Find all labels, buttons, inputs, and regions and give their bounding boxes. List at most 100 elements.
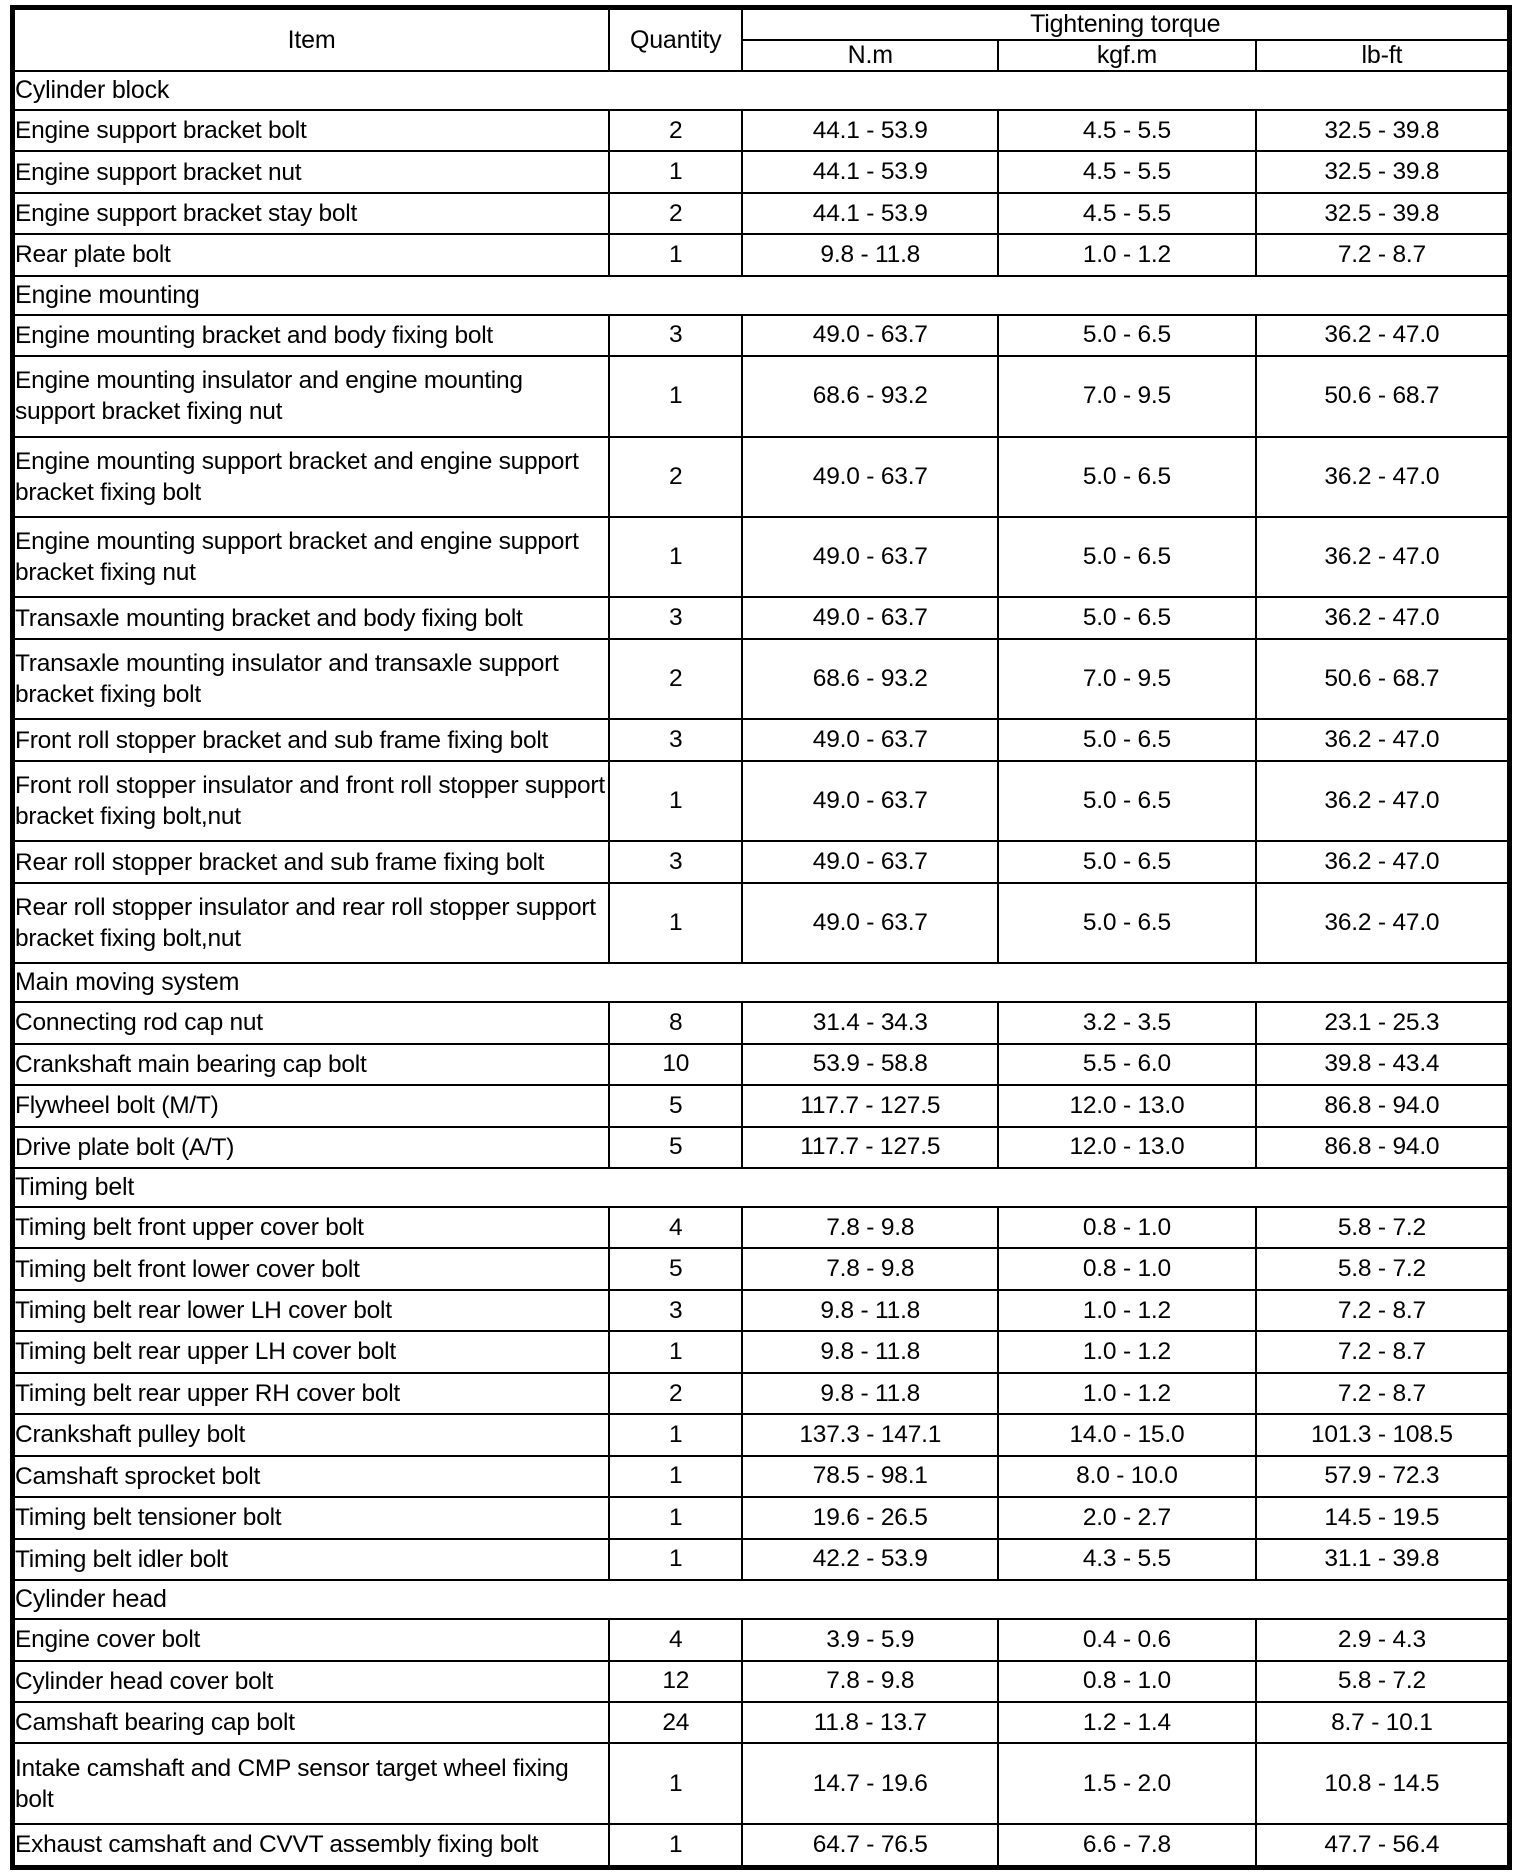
cell-torque-nm: 19.6 - 26.5 [741, 1496, 1000, 1540]
cell-item: Timing belt idler bolt [11, 1537, 611, 1582]
table-row: Intake camshaft and CMP sensor target wh… [11, 1742, 1511, 1825]
cell-item: Flywheel bolt (M/T) [11, 1084, 611, 1128]
table-row: Crankshaft main bearing cap bolt 10 53.9 -… [11, 1042, 1511, 1087]
cell-torque-nm: 117.7 - 127.5 [741, 1125, 1000, 1170]
cell-torque-lbft: 36.2 - 47.0 [1254, 840, 1511, 884]
cell-item: Exhaust camshaft and CVVT assembly fixin… [11, 1822, 611, 1869]
table-row: Engine support bracket stay bolt 2 44.1 - … [11, 191, 1511, 236]
cell-item: Front roll stopper insulator and front r… [11, 759, 611, 843]
cell-torque-kgfm: 5.0 - 6.5 [997, 718, 1257, 762]
cell-torque-kgfm: 0.8 - 1.0 [997, 1659, 1257, 1704]
cell-torque-kgfm: 14.0 - 15.0 [997, 1413, 1257, 1457]
column-header-unit-lbft: lb-ft [1254, 39, 1511, 72]
header-row-units: N.m kgf.m lb-ft [13, 39, 1511, 72]
cell-item: Camshaft bearing cap bolt [11, 1700, 611, 1745]
cell-item: Transaxle mounting bracket and body fixi… [11, 596, 611, 640]
cell-quantity: 4 [608, 1205, 744, 1250]
cell-torque-kgfm: 4.5 - 5.5 [997, 108, 1257, 153]
cell-torque-lbft: 47.7 - 56.4 [1254, 1822, 1511, 1869]
cell-torque-kgfm: 1.0 - 1.2 [997, 1288, 1257, 1333]
cell-torque-kgfm: 7.0 - 9.5 [997, 637, 1257, 721]
cell-torque-kgfm: 5.0 - 6.5 [997, 840, 1257, 884]
table-row: Rear plate bolt 1 9.8 - 11.8 1.0 - 1.2 7.2 -… [11, 233, 1511, 277]
cell-torque-nm: 117.7 - 127.5 [741, 1084, 1000, 1128]
cell-quantity: 1 [608, 150, 744, 194]
cell-torque-nm: 68.6 - 93.2 [741, 637, 1000, 721]
cell-torque-lbft: 39.8 - 43.4 [1254, 1042, 1511, 1087]
cell-torque-nm: 7.8 - 9.8 [741, 1205, 1000, 1250]
cell-item: Engine mounting insulator and engine mou… [11, 355, 611, 438]
cell-torque-lbft: 8.7 - 10.1 [1254, 1700, 1511, 1745]
cell-torque-lbft: 36.2 - 47.0 [1254, 313, 1511, 358]
cell-item: Timing belt front lower cover bolt [11, 1247, 611, 1291]
cell-quantity: 1 [608, 1822, 744, 1869]
table-body: Cylinder block Engine support bracket bol… [11, 70, 1511, 1869]
cell-torque-lbft: 50.6 - 68.7 [1254, 355, 1511, 438]
table-row: Engine mounting insulator and engine mou… [11, 355, 1511, 438]
cell-torque-nm: 9.8 - 11.8 [741, 1288, 1000, 1333]
cell-torque-kgfm: 6.6 - 7.8 [997, 1822, 1257, 1869]
cell-item: Engine support bracket stay bolt [11, 191, 611, 236]
cell-quantity: 1 [608, 881, 744, 965]
cell-item: Timing belt rear lower LH cover bolt [11, 1288, 611, 1333]
cell-quantity: 2 [608, 435, 744, 518]
tightening-torque-table: Item Quantity Tightening torque N.m kgf.… [10, 5, 1512, 1870]
cell-torque-nm: 7.8 - 9.8 [741, 1659, 1000, 1704]
cell-torque-lbft: 7.2 - 8.7 [1254, 1288, 1511, 1333]
cell-item: Transaxle mounting insulator and transax… [11, 637, 611, 721]
table-row: Engine mounting support bracket and engi… [11, 435, 1511, 518]
cell-quantity: 5 [608, 1084, 744, 1128]
table-header: Item Quantity Tightening torque N.m kgf.… [11, 6, 1511, 72]
cell-item: Connecting rod cap nut [11, 1001, 611, 1045]
table-row: Engine mounting support bracket and engi… [11, 515, 1511, 599]
cell-item: Rear roll stopper insulator and rear rol… [11, 881, 611, 965]
cell-torque-nm: 44.1 - 53.9 [741, 150, 1000, 194]
cell-item: Engine support bracket nut [11, 150, 611, 194]
cell-item: Engine cover bolt [11, 1618, 611, 1662]
table-row: Rear roll stopper bracket and sub frame … [11, 840, 1511, 884]
cell-torque-nm: 53.9 - 58.8 [741, 1042, 1000, 1087]
table-row: Flywheel bolt (M/T) 5 117.7 - 127.5 12.0 - … [11, 1084, 1511, 1128]
column-header-unit-nm: N.m [741, 39, 1000, 72]
cell-torque-kgfm: 4.3 - 5.5 [997, 1537, 1257, 1582]
cell-quantity: 1 [608, 1537, 744, 1582]
cell-torque-nm: 68.6 - 93.2 [741, 355, 1000, 438]
cell-quantity: 2 [608, 108, 744, 153]
cell-torque-lbft: 32.5 - 39.8 [1254, 150, 1511, 194]
cell-torque-lbft: 10.8 - 14.5 [1254, 1742, 1511, 1825]
cell-torque-lbft: 5.8 - 7.2 [1254, 1247, 1511, 1291]
cell-torque-kgfm: 1.2 - 1.4 [997, 1700, 1257, 1745]
cell-torque-nm: 49.0 - 63.7 [741, 435, 1000, 518]
cell-torque-kgfm: 1.0 - 1.2 [997, 233, 1257, 277]
cell-quantity: 3 [608, 718, 744, 762]
cell-torque-nm: 49.0 - 63.7 [741, 313, 1000, 358]
cell-torque-nm: 31.4 - 34.3 [741, 1001, 1000, 1045]
table-row: Timing belt front lower cover bolt 5 7.8 -… [11, 1247, 1511, 1291]
cell-quantity: 4 [608, 1618, 744, 1662]
table-row: Exhaust camshaft and CVVT assembly fixin… [11, 1822, 1511, 1869]
table-row: Engine cover bolt 4 3.9 - 5.9 0.4 - 0.6 2.9 … [11, 1618, 1511, 1662]
cell-torque-kgfm: 4.5 - 5.5 [997, 191, 1257, 236]
cell-quantity: 1 [608, 515, 744, 599]
cell-torque-kgfm: 0.4 - 0.6 [997, 1618, 1257, 1662]
cell-torque-nm: 78.5 - 98.1 [741, 1454, 1000, 1499]
cell-torque-lbft: 7.2 - 8.7 [1254, 1330, 1511, 1374]
cell-torque-lbft: 36.2 - 47.0 [1254, 759, 1511, 843]
table-row: Timing belt idler bolt 1 42.2 - 53.9 4.3 - … [11, 1537, 1511, 1582]
cell-item: Timing belt rear upper LH cover bolt [11, 1330, 611, 1374]
cell-torque-lbft: 86.8 - 94.0 [1254, 1125, 1511, 1170]
cell-torque-nm: 42.2 - 53.9 [741, 1537, 1000, 1582]
table-row: Timing belt rear upper LH cover bolt 1 9.8… [11, 1330, 1511, 1374]
cell-quantity: 2 [608, 1371, 744, 1416]
cell-torque-kgfm: 1.0 - 1.2 [997, 1330, 1257, 1374]
cell-torque-kgfm: 1.5 - 2.0 [997, 1742, 1257, 1825]
cell-quantity: 5 [608, 1125, 744, 1170]
cell-item: Crankshaft pulley bolt [11, 1413, 611, 1457]
cell-quantity: 3 [608, 313, 744, 358]
table-row: Engine support bracket nut 1 44.1 - 53.9 4.… [11, 150, 1511, 194]
cell-torque-nm: 49.0 - 63.7 [741, 596, 1000, 640]
section-header-row: Cylinder block [11, 70, 1511, 111]
cell-item: Camshaft sprocket bolt [11, 1454, 611, 1499]
section-header-row: Engine mounting [11, 274, 1511, 316]
